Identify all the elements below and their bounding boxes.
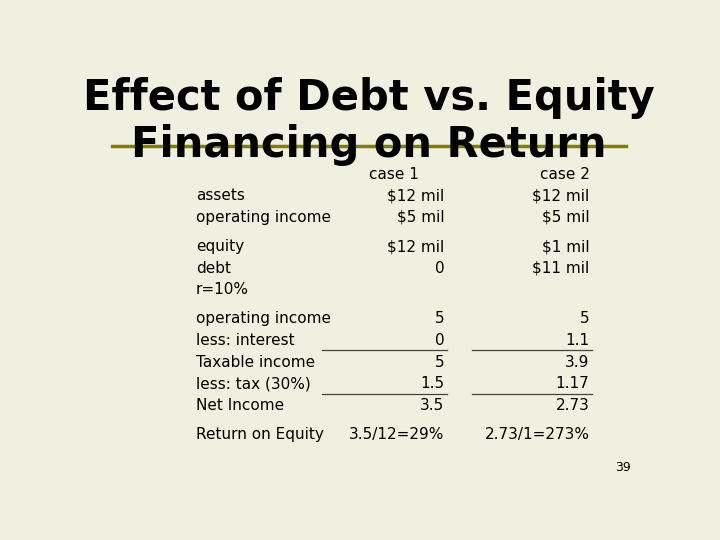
Text: assets: assets bbox=[196, 188, 245, 203]
Text: 0: 0 bbox=[435, 333, 444, 348]
Text: 2.73/1=273%: 2.73/1=273% bbox=[485, 427, 590, 442]
Text: r=10%: r=10% bbox=[196, 282, 249, 297]
Text: 0: 0 bbox=[435, 261, 444, 275]
Text: case 2: case 2 bbox=[539, 167, 590, 181]
Text: 3.5: 3.5 bbox=[420, 398, 444, 413]
Text: $5 mil: $5 mil bbox=[541, 210, 590, 225]
Text: equity: equity bbox=[196, 239, 244, 254]
Text: operating income: operating income bbox=[196, 210, 331, 225]
Text: $12 mil: $12 mil bbox=[532, 188, 590, 203]
Text: $1 mil: $1 mil bbox=[541, 239, 590, 254]
Text: Taxable income: Taxable income bbox=[196, 355, 315, 369]
Text: 5: 5 bbox=[580, 312, 590, 326]
Text: 1.17: 1.17 bbox=[556, 376, 590, 392]
Text: 3.9: 3.9 bbox=[565, 355, 590, 369]
Text: Return on Equity: Return on Equity bbox=[196, 427, 324, 442]
Text: 1.5: 1.5 bbox=[420, 376, 444, 392]
Text: 5: 5 bbox=[435, 355, 444, 369]
Text: case 1: case 1 bbox=[369, 167, 419, 181]
Text: 2.73: 2.73 bbox=[556, 398, 590, 413]
Text: debt: debt bbox=[196, 261, 231, 275]
Text: 5: 5 bbox=[435, 312, 444, 326]
Text: $5 mil: $5 mil bbox=[397, 210, 444, 225]
Text: $12 mil: $12 mil bbox=[387, 239, 444, 254]
Text: 3.5/12=29%: 3.5/12=29% bbox=[349, 427, 444, 442]
Text: operating income: operating income bbox=[196, 312, 331, 326]
Text: less: tax (30%): less: tax (30%) bbox=[196, 376, 311, 392]
Text: Net Income: Net Income bbox=[196, 398, 284, 413]
Text: less: interest: less: interest bbox=[196, 333, 294, 348]
Text: 39: 39 bbox=[616, 461, 631, 474]
Text: 1.1: 1.1 bbox=[565, 333, 590, 348]
Text: $11 mil: $11 mil bbox=[532, 261, 590, 275]
Text: $12 mil: $12 mil bbox=[387, 188, 444, 203]
Text: Effect of Debt vs. Equity
Financing on Return: Effect of Debt vs. Equity Financing on R… bbox=[83, 77, 655, 166]
